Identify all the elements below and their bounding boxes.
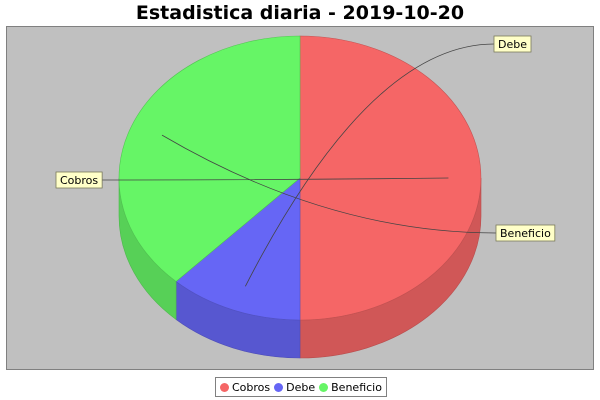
- slice-beneficio[interactable]: [118, 35, 301, 282]
- callout-cobros: Cobros: [55, 171, 449, 189]
- slice-debe[interactable]: [175, 177, 301, 321]
- callout-debe: Debe: [245, 35, 532, 287]
- legend-swatch-debe: [274, 382, 284, 392]
- legend-item-beneficio[interactable]: Beneficio: [319, 381, 382, 394]
- callout-beneficio: Beneficio: [161, 134, 556, 242]
- slice-callouts: Cobros Debe Beneficio: [55, 35, 556, 287]
- pie-slices: [118, 35, 482, 321]
- slice-cobros[interactable]: [299, 35, 482, 321]
- legend-item-cobros[interactable]: Cobros: [220, 381, 270, 394]
- legend-label-beneficio: Beneficio: [331, 380, 382, 394]
- chart-title: Estadistica diaria - 2019-10-20: [135, 2, 465, 24]
- pie-sides: [118, 177, 482, 359]
- legend-item-debe[interactable]: Debe: [274, 381, 315, 394]
- svg-text:Cobros: Cobros: [60, 174, 98, 187]
- legend-swatch-cobros: [220, 382, 229, 392]
- svg-text:Debe: Debe: [498, 38, 527, 51]
- legend-label-cobros: Cobros: [232, 380, 271, 394]
- legend-label-debe: Debe: [286, 380, 316, 394]
- svg-text:Beneficio: Beneficio: [500, 227, 551, 240]
- legend-swatch-beneficio: [319, 382, 329, 392]
- legend: Cobros Debe Beneficio: [215, 377, 387, 397]
